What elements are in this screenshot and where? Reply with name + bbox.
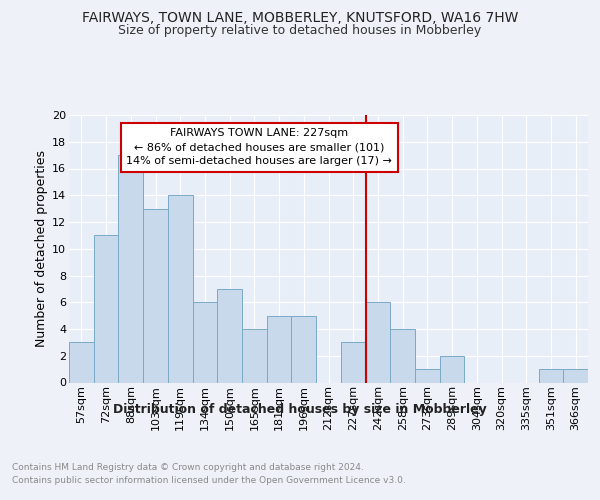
Bar: [94, 236, 118, 382]
Bar: [365, 302, 390, 382]
Bar: [415, 369, 440, 382]
Bar: [563, 369, 588, 382]
Text: FAIRWAYS TOWN LANE: 227sqm
← 86% of detached houses are smaller (101)
14% of sem: FAIRWAYS TOWN LANE: 227sqm ← 86% of deta…: [127, 128, 392, 166]
Bar: [539, 369, 563, 382]
Bar: [267, 316, 292, 382]
Bar: [217, 289, 242, 382]
Text: Distribution of detached houses by size in Mobberley: Distribution of detached houses by size …: [113, 402, 487, 415]
Bar: [168, 195, 193, 382]
Text: Size of property relative to detached houses in Mobberley: Size of property relative to detached ho…: [118, 24, 482, 37]
Bar: [242, 329, 267, 382]
Bar: [292, 316, 316, 382]
Bar: [193, 302, 217, 382]
Bar: [69, 342, 94, 382]
Text: Contains public sector information licensed under the Open Government Licence v3: Contains public sector information licen…: [12, 476, 406, 485]
Bar: [341, 342, 365, 382]
Bar: [440, 356, 464, 382]
Bar: [118, 155, 143, 382]
Text: Contains HM Land Registry data © Crown copyright and database right 2024.: Contains HM Land Registry data © Crown c…: [12, 462, 364, 471]
Y-axis label: Number of detached properties: Number of detached properties: [35, 150, 48, 347]
Bar: [143, 208, 168, 382]
Text: FAIRWAYS, TOWN LANE, MOBBERLEY, KNUTSFORD, WA16 7HW: FAIRWAYS, TOWN LANE, MOBBERLEY, KNUTSFOR…: [82, 11, 518, 25]
Bar: [390, 329, 415, 382]
